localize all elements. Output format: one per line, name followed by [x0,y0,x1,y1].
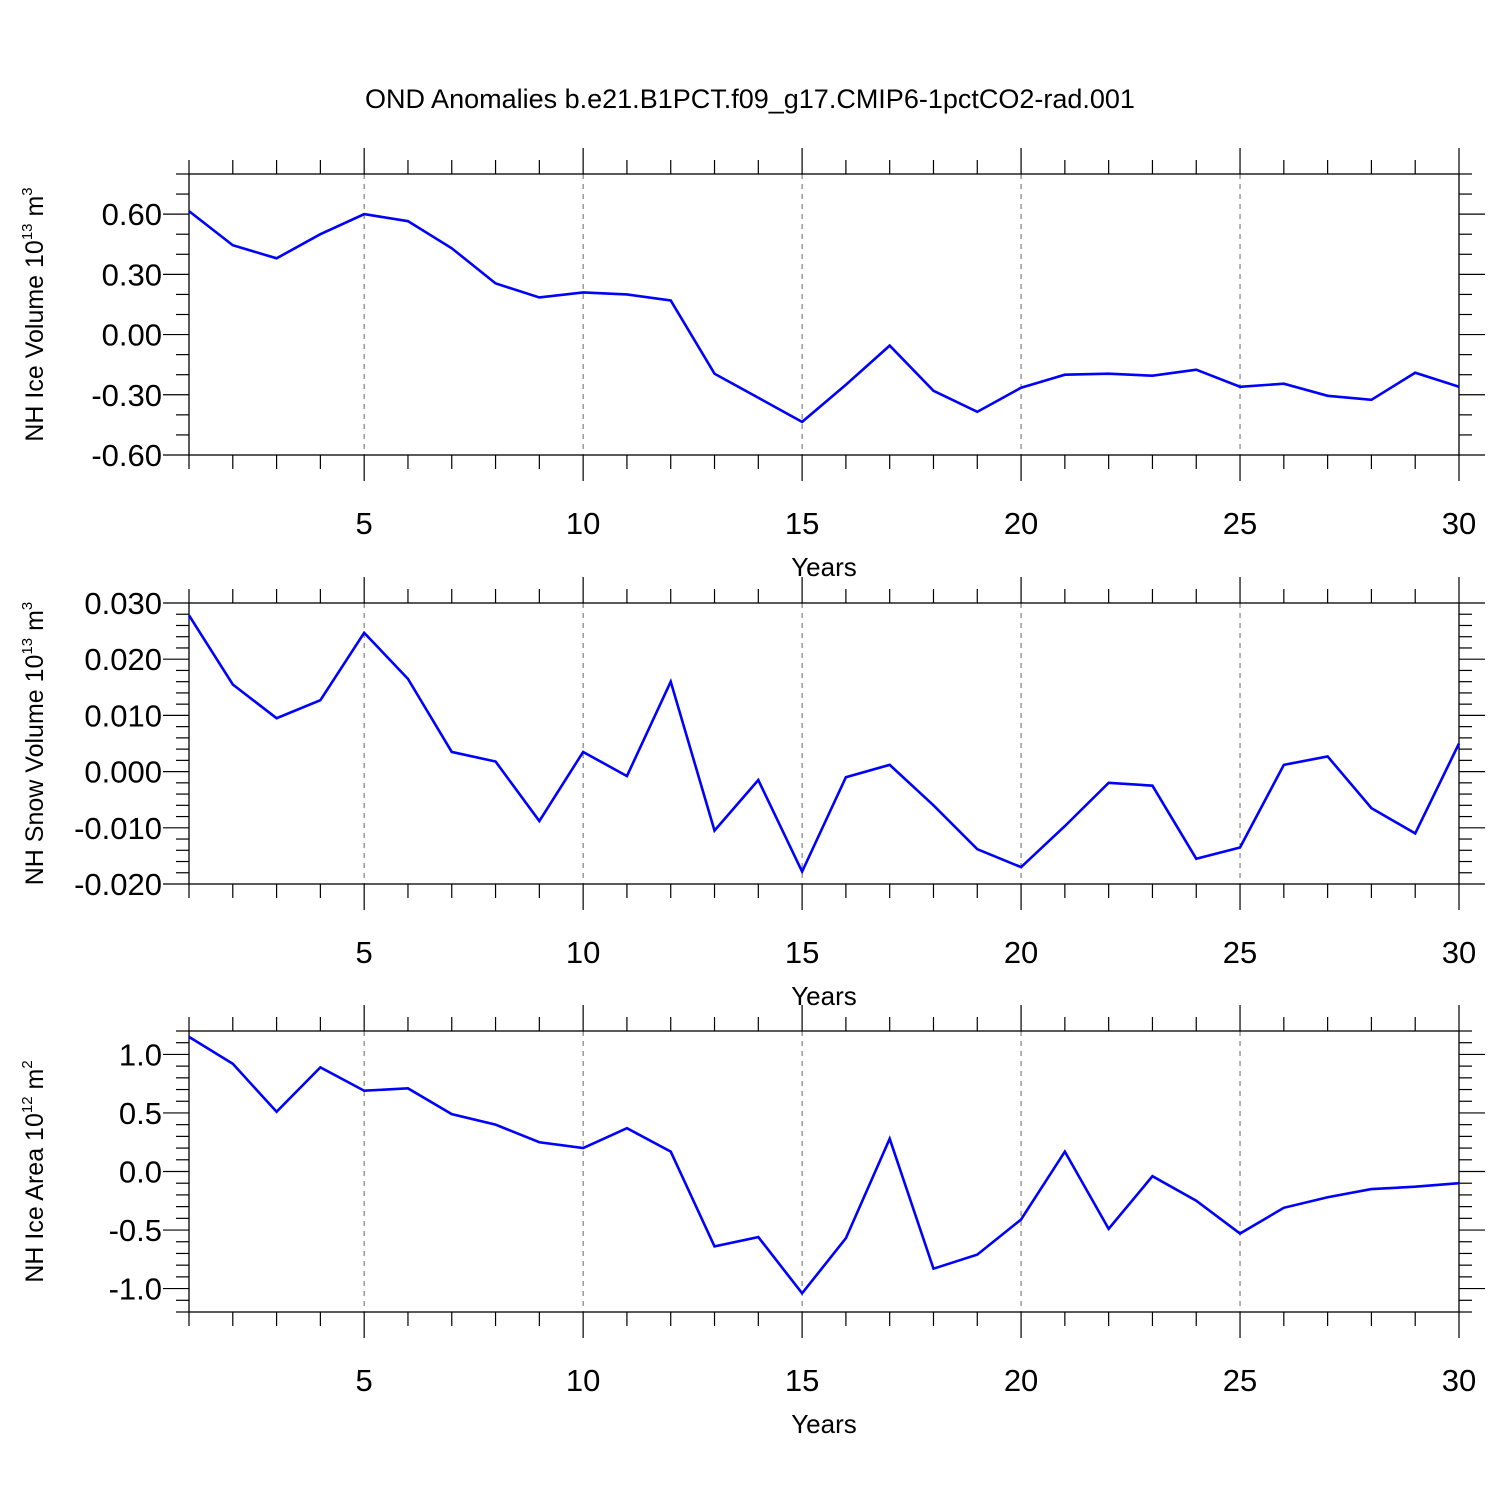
y-tick-label: 0.30 [102,257,162,292]
x-tick-label: 30 [1442,506,1476,541]
x-tick-label: 10 [566,935,600,970]
plot-frame [188,1030,1460,1313]
x-tick-label: 15 [785,506,819,541]
y-tick-label: -0.020 [74,867,162,902]
x-tick-label: 20 [1004,935,1038,970]
x-tick-label: 25 [1223,506,1257,541]
plot-frame [188,173,1460,456]
x-tick-label: 25 [1223,935,1257,970]
x-tick-label: 15 [785,1363,819,1398]
x-tick-label: 15 [785,935,819,970]
y-tick-label: 0.60 [102,197,162,232]
y-tick-label: -0.5 [109,1213,162,1248]
y-axis-title: NH Snow Volume 1013 m3 [19,602,49,886]
x-tick-label: 5 [356,935,373,970]
y-tick-label: -1.0 [109,1272,162,1307]
series-line [188,210,1460,424]
y-tick-label: 0.0 [119,1155,162,1190]
y-tick-label: 0.020 [84,642,162,677]
x-tick-label: 5 [356,506,373,541]
series-line [188,1035,1460,1296]
y-tick-label: 0.000 [84,755,162,790]
x-axis-title: Years [791,981,857,1011]
y-axis-title: NH Ice Area 1012 m2 [19,1060,49,1282]
y-tick-label: 0.5 [119,1096,162,1131]
panel-2: -0.020 -0.010 0.000 0.010 0.020 0.030 5 10 15 20 2… [19,577,1485,1011]
y-tick-label: -0.30 [91,378,162,413]
x-tick-label: 20 [1004,506,1038,541]
series-line [187,614,1461,875]
plot-frame [188,602,1460,885]
x-tick-label: 25 [1223,1363,1257,1398]
x-tick-label: 20 [1004,1363,1038,1398]
y-tick-label: 0.010 [84,698,162,733]
x-tick-label: 30 [1442,935,1476,970]
y-tick-label: 0.00 [102,318,162,353]
x-axis-title: Years [791,552,857,582]
x-axis-title: Years [791,1409,857,1439]
y-axis-title: NH Ice Volume 1013 m3 [19,187,49,441]
y-tick-label: -0.010 [74,811,162,846]
chart-title: OND Anomalies b.e21.B1PCT.f09_g17.CMIP6-… [365,84,1135,114]
y-tick-label: 1.0 [119,1037,162,1072]
y-tick-label: 0.030 [84,586,162,621]
x-tick-label: 10 [566,506,600,541]
x-tick-label: 30 [1442,1363,1476,1398]
y-tick-label: -0.60 [91,438,162,473]
panel-1: -0.60 -0.30 0.00 0.30 0.60 5 10 15 20 25 30 Years NH… [19,148,1485,582]
x-tick-label: 5 [356,1363,373,1398]
panel-3: -1.0 -0.5 0.0 0.5 1.0 5 10 15 20 25 30 Years NH Ice … [19,1005,1485,1439]
x-tick-label: 10 [566,1363,600,1398]
